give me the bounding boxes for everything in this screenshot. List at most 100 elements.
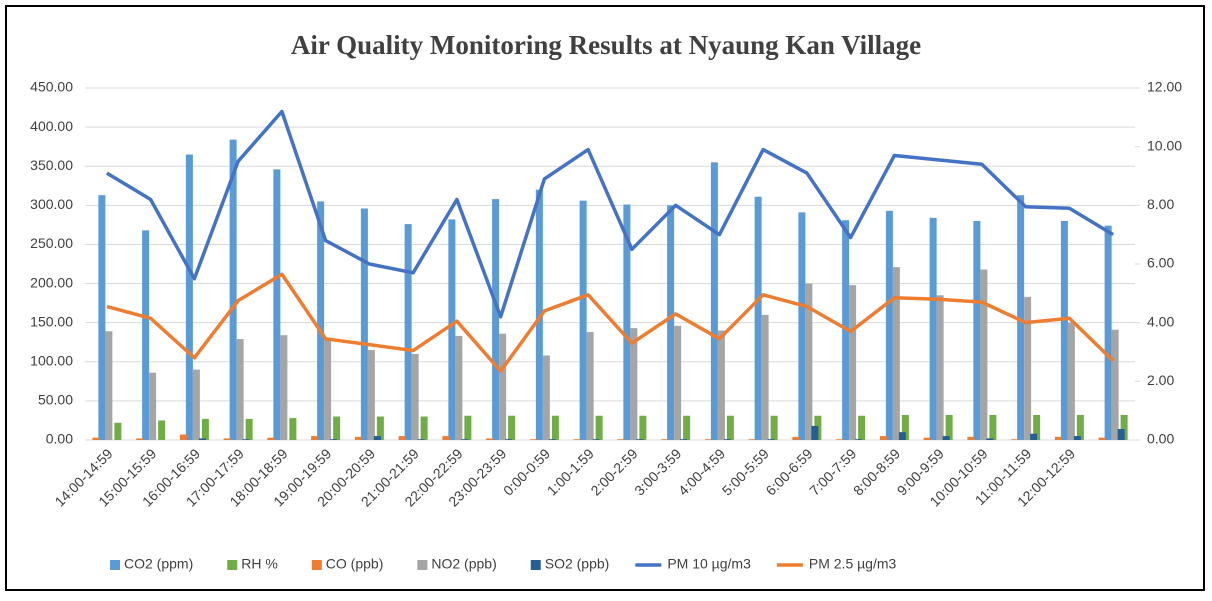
bar [967, 436, 975, 440]
y2-tick-label: 8.00 [1147, 196, 1174, 212]
bar [936, 295, 944, 440]
bar [136, 438, 144, 440]
bar [770, 415, 778, 440]
bar [885, 210, 893, 440]
bar [114, 422, 122, 440]
bar [529, 439, 537, 440]
bar [442, 436, 450, 440]
bar [579, 200, 587, 440]
bar [179, 434, 187, 440]
bar [630, 328, 638, 440]
bar [798, 212, 806, 440]
bar [836, 439, 844, 440]
bar [464, 415, 472, 440]
y-tick-label: 50.00 [38, 392, 73, 408]
bar [98, 195, 106, 440]
bar [548, 439, 556, 440]
bar [461, 439, 469, 440]
bar [367, 350, 375, 440]
bar [242, 439, 250, 440]
bar [1076, 414, 1084, 440]
bar [420, 416, 428, 440]
bar [892, 267, 900, 440]
bar [1117, 429, 1125, 440]
bar [142, 230, 150, 440]
bar [573, 439, 581, 440]
bar [273, 169, 281, 440]
bar [761, 314, 769, 440]
bar [726, 415, 734, 440]
y-tick-label: 450.00 [30, 79, 73, 95]
bar [858, 415, 866, 440]
bar [1067, 322, 1075, 440]
legend-label: NO2 (ppb) [431, 556, 496, 572]
bar [149, 372, 157, 440]
bar [855, 439, 863, 440]
bar [499, 333, 507, 440]
bar [723, 439, 731, 440]
bar [1054, 436, 1062, 440]
y2-tick-label: 2.00 [1147, 372, 1174, 388]
bar [901, 414, 909, 440]
chart-title: Air Quality Monitoring Results at Nyaung… [291, 30, 921, 60]
bar [92, 437, 100, 440]
bar [1098, 437, 1106, 440]
bar [373, 436, 381, 440]
bar [595, 415, 603, 440]
bar [1073, 436, 1081, 440]
legend-label: CO (ppb) [326, 556, 384, 572]
bar [333, 416, 341, 440]
bar [505, 439, 513, 440]
bar [683, 415, 691, 440]
line [106, 272, 1115, 373]
bar [267, 437, 275, 440]
bar [586, 332, 594, 440]
bar [1030, 433, 1038, 440]
bar [1017, 195, 1025, 440]
bar [617, 439, 625, 440]
bar [879, 436, 887, 440]
bar [767, 439, 775, 440]
y2-tick-label: 10.00 [1147, 137, 1182, 153]
y2-tick-label: 12.00 [1147, 79, 1182, 95]
legend-label: CO2 (ppm) [124, 556, 193, 572]
bar [280, 335, 288, 440]
bar [311, 436, 319, 440]
bar [754, 196, 762, 440]
y-tick-label: 150.00 [30, 313, 73, 329]
bar [929, 217, 937, 440]
bar [945, 414, 953, 440]
bar [192, 369, 200, 440]
bar [245, 418, 253, 440]
y-tick-label: 0.00 [46, 431, 73, 447]
bar [411, 353, 419, 440]
bar [1024, 296, 1032, 440]
bar [324, 338, 332, 440]
bar [980, 269, 988, 440]
bar [811, 425, 819, 440]
legend-label: RH % [241, 556, 278, 572]
y-tick-label: 300.00 [30, 196, 73, 212]
bar [354, 436, 362, 440]
bar [289, 418, 297, 440]
frame [5, 5, 1205, 591]
legend-label: PM 2.5 µg/m3 [809, 556, 897, 572]
bar [898, 432, 906, 440]
line [105, 109, 1115, 319]
bar [198, 438, 206, 440]
bar [989, 414, 997, 440]
bar [417, 439, 425, 440]
bar [1111, 329, 1119, 440]
bar [551, 415, 559, 440]
y-tick-label: 100.00 [30, 352, 73, 368]
bar [360, 208, 368, 440]
bar [923, 437, 931, 440]
bar [942, 436, 950, 440]
y2-tick-label: 0.00 [1147, 431, 1174, 447]
legend-label: PM 10 µg/m3 [667, 556, 751, 572]
legend-swatch [110, 560, 120, 570]
bar [1011, 439, 1019, 440]
bar [105, 331, 113, 440]
bar [398, 436, 406, 440]
